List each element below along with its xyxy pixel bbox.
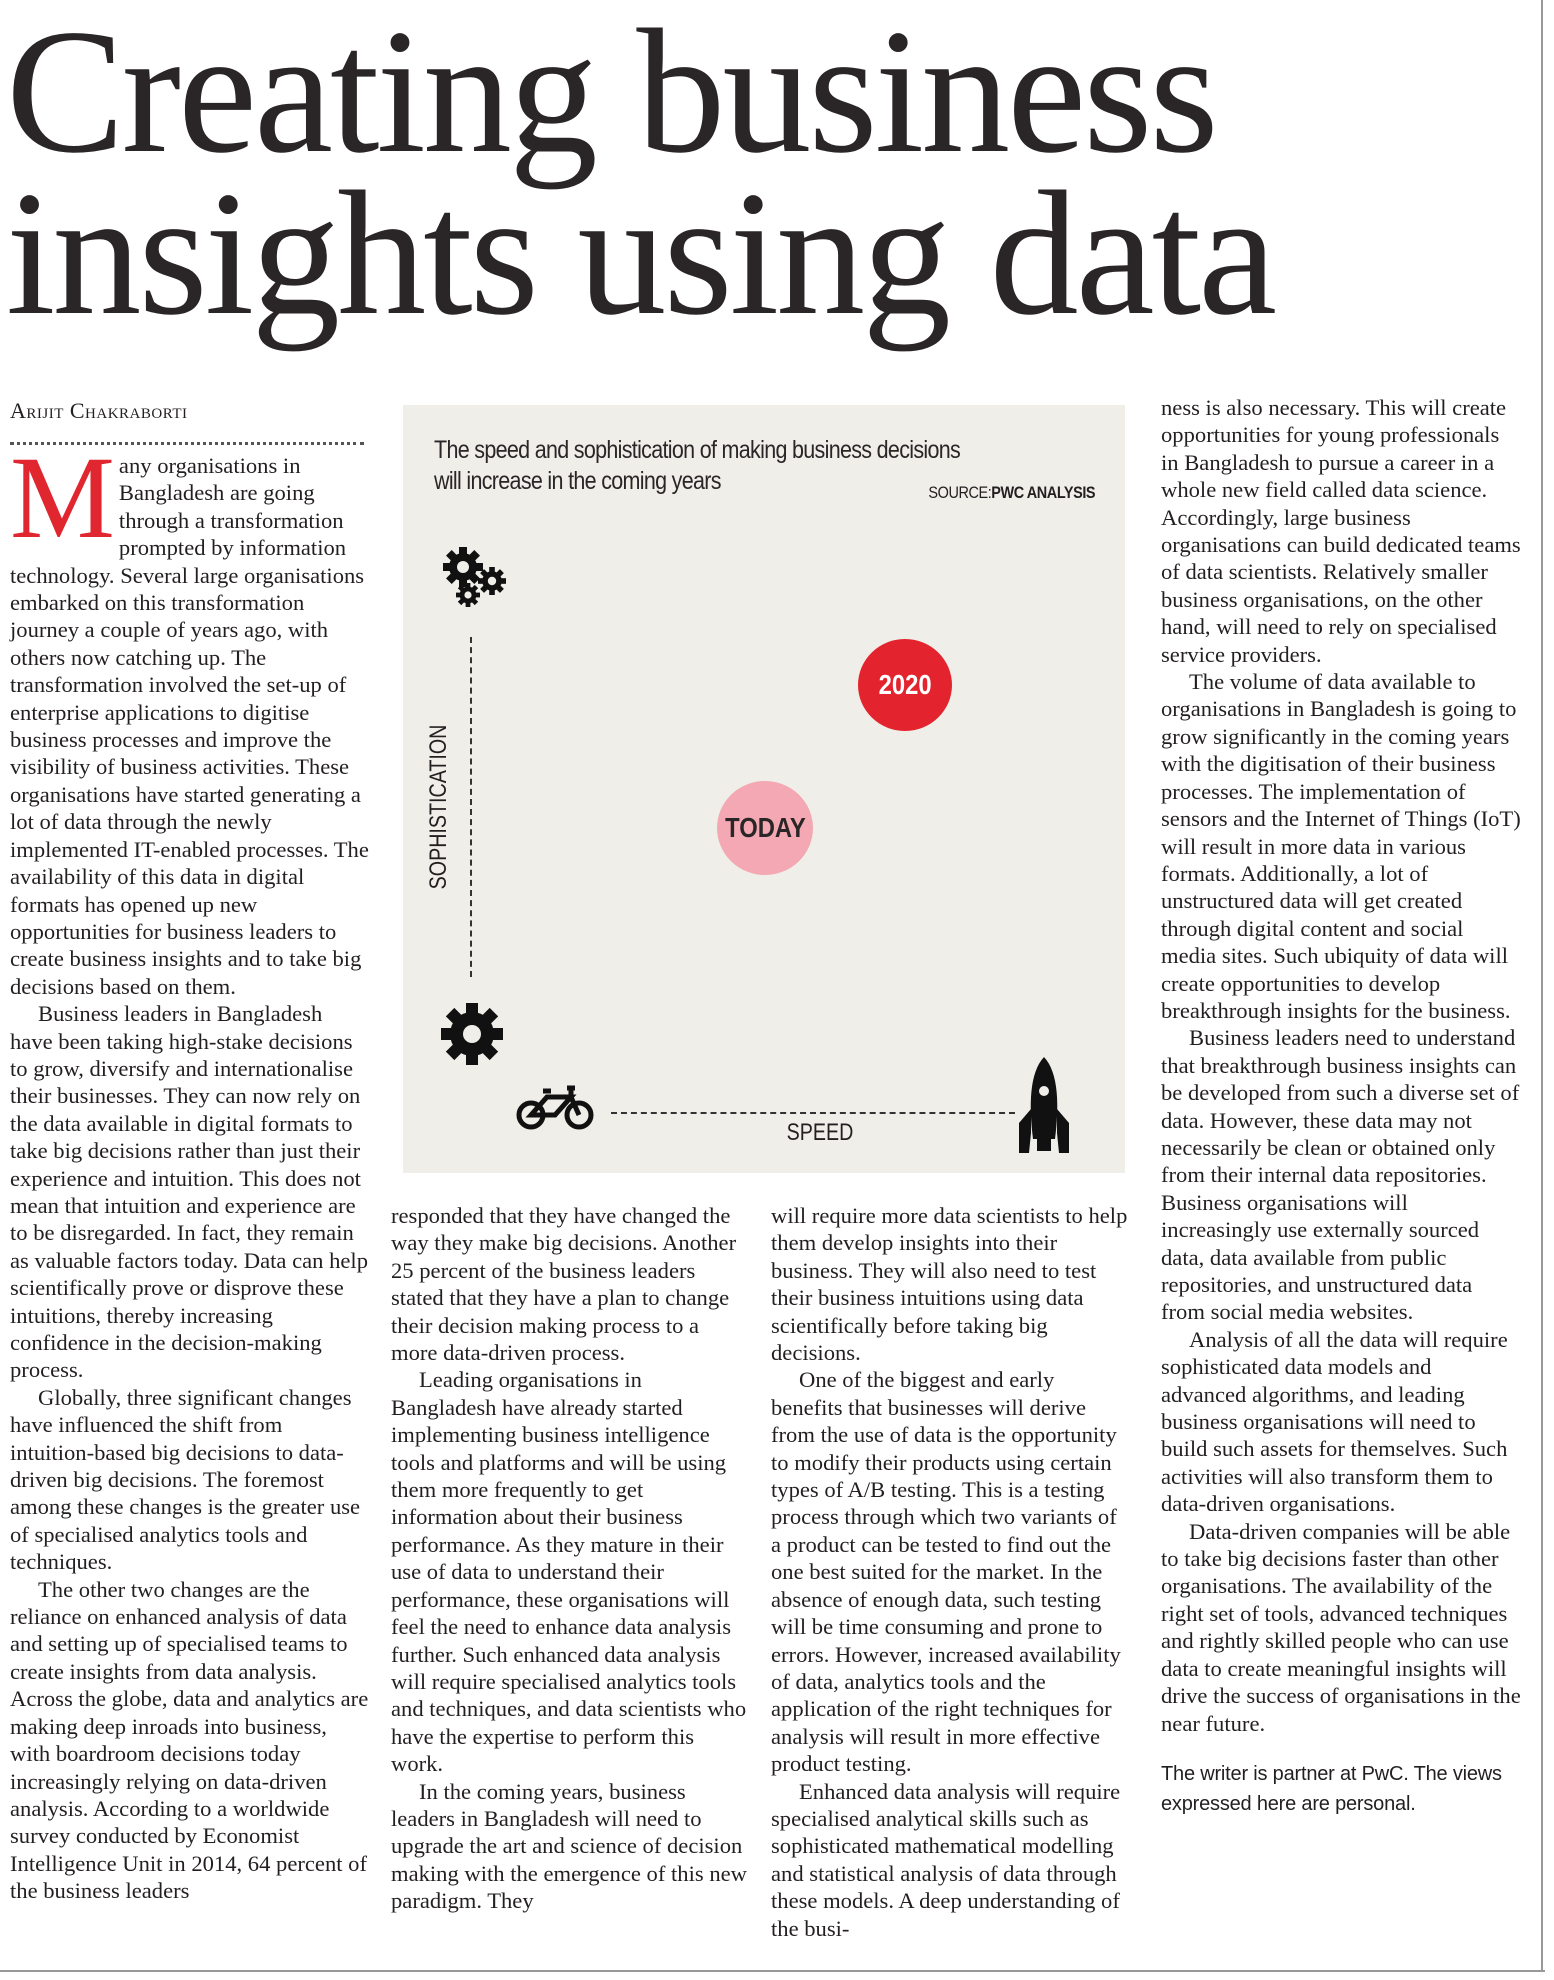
gear-icon xyxy=(441,1003,503,1065)
infographic-title-line-2: will increase in the coming years xyxy=(434,467,721,495)
article-column-4: ness is also necessary. This will create… xyxy=(1161,394,1521,1819)
article-paragraph: ness is also necessary. This will create… xyxy=(1161,395,1521,667)
article-paragraph: Globally, three significant changes have… xyxy=(10,1384,361,1575)
dotted-divider xyxy=(10,442,364,445)
drop-cap: M xyxy=(10,432,115,563)
author-footnote: The writer is partner at PwC. The views … xyxy=(1161,1762,1502,1815)
bubble-today: TODAY xyxy=(717,781,813,875)
article-paragraph: responded that they have changed the way… xyxy=(391,1203,737,1366)
bubble-2020: 2020 xyxy=(858,639,952,731)
article-paragraph: In the coming years, business leaders in… xyxy=(391,1778,747,1914)
article-paragraph: The volume of data available to organisa… xyxy=(1161,669,1521,1023)
infographic-title-line-1: The speed and sophistication of making b… xyxy=(434,436,961,464)
page-border-right xyxy=(1541,0,1543,1972)
speed-axis-line xyxy=(611,1112,1015,1114)
headline-line-1: Creating business xyxy=(6,0,1219,190)
article-column-2: responded that they have changed the way… xyxy=(391,1202,751,1915)
infographic: The speed and sophistication of making b… xyxy=(403,405,1125,1173)
article-paragraph: Business leaders in Bangladesh have been… xyxy=(10,1001,368,1383)
source-name: PWC ANALYSIS xyxy=(991,483,1095,502)
article-paragraph: Analysis of all the data will require so… xyxy=(1161,1326,1508,1517)
bubble-label: 2020 xyxy=(878,669,932,700)
page-border-bottom xyxy=(0,1970,1545,1972)
article-column-3: will require more data scientists to hel… xyxy=(771,1202,1131,1942)
byline: Arijit Chakraborti xyxy=(10,398,188,423)
rocket-icon xyxy=(1019,1057,1069,1153)
article-paragraph: Business leaders need to understand that… xyxy=(1161,1025,1520,1325)
gears-icon xyxy=(443,547,506,607)
article-paragraph: will require more data scientists to hel… xyxy=(771,1203,1128,1366)
article-paragraph: Data-driven companies will be able to ta… xyxy=(1161,1518,1521,1736)
article-paragraph: Leading organisations in Bangladesh have… xyxy=(391,1367,747,1777)
bubble-label: TODAY xyxy=(724,812,806,843)
article-paragraph: One of the biggest and early benefits th… xyxy=(771,1367,1121,1777)
speed-axis-label: SPEED xyxy=(786,1119,854,1146)
bicycle-icon xyxy=(516,1085,594,1130)
infographic-title: The speed and sophistication of making b… xyxy=(434,435,1122,497)
infographic-source: SOURCE:PWC ANALYSIS xyxy=(928,483,1095,503)
article-paragraph: The other two changes are the reliance o… xyxy=(10,1576,369,1904)
article-paragraph: Enhanced data analysis will require spec… xyxy=(771,1778,1121,1941)
sophistication-axis-label: SOPHISTICATION xyxy=(425,724,452,890)
paragraph-text: any organisations in Bangladesh are goin… xyxy=(10,453,369,999)
headline-line-2: insights using data xyxy=(6,154,1277,352)
headline: Creating business insights using data xyxy=(6,0,1277,352)
sophistication-axis-line xyxy=(470,637,472,977)
source-label: SOURCE: xyxy=(928,483,992,502)
